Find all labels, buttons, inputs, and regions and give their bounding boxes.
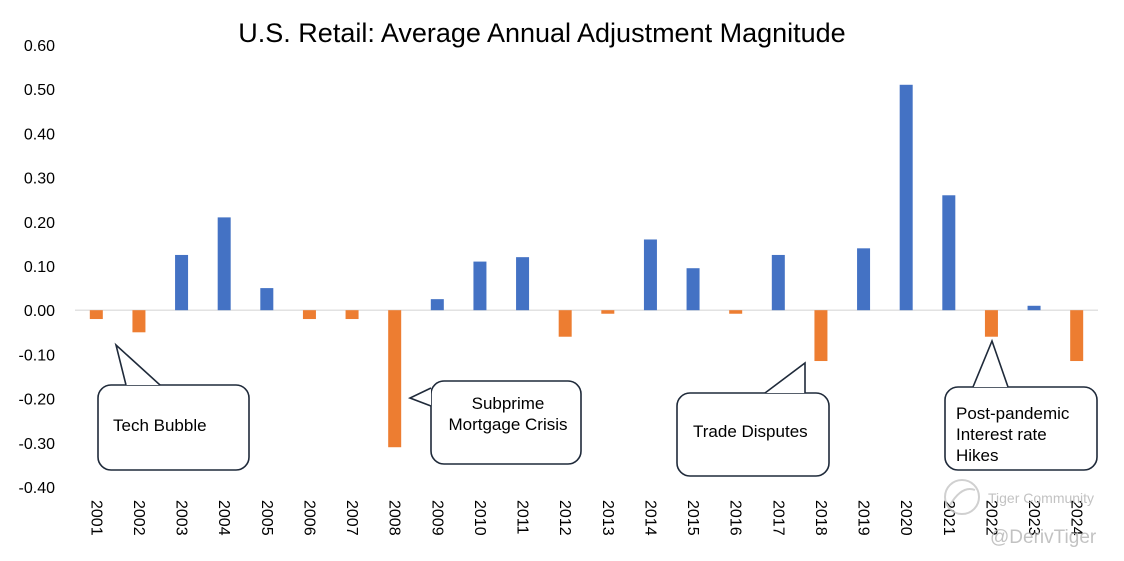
bar-2016 [729,310,743,314]
x-tick-label: 2008 [386,500,403,536]
bar-2004 [217,217,231,311]
y-tick-label: 0.30 [24,171,55,188]
y-tick-label: -0.40 [19,480,56,497]
callout-pointer [764,361,806,394]
callout-text: Hikes [956,446,999,465]
watermark-brand: Tiger Community [988,490,1094,506]
bar-2006 [302,310,316,320]
bar-2015 [686,268,700,311]
y-tick-label: 0.60 [24,38,55,55]
bar-2012 [558,310,572,337]
bar-2017 [771,254,785,311]
x-tick-label: 2013 [599,500,616,536]
x-tick-label: 2021 [940,500,957,536]
callout-2001: Tech Bubble [97,342,250,471]
x-tick-label: 2015 [684,500,701,536]
bar-2022 [984,310,998,337]
callout-pointer [972,338,1009,388]
bar-2021 [942,195,956,311]
x-tick-label: 2011 [514,500,531,535]
callout-pointer [407,387,432,407]
bar-2007 [345,310,359,320]
x-tick-label: 2024 [1068,500,1085,536]
bars [89,84,1084,448]
tiger-logo-stroke [949,488,976,506]
x-tick-label: 2006 [300,500,317,536]
bar-2003 [175,254,189,311]
callout-text: Interest rate [956,425,1047,444]
chart-title: U.S. Retail: Average Annual Adjustment M… [238,18,845,48]
y-tick-label: 0.00 [24,303,55,320]
bar-2020 [899,84,913,311]
callout-text: Post-pandemic [956,404,1070,423]
x-tick-label: 2003 [173,500,190,536]
callout-box [944,386,1098,471]
x-tick-label: 2010 [471,500,488,536]
callout-text: Trade Disputes [693,422,808,441]
callout-2008: Subprime Mortgage Crisis [407,380,582,465]
bar-2001 [89,310,103,320]
bar-2010 [473,261,487,311]
bar-2019 [857,248,871,311]
callout-box [97,384,250,471]
bar-2018 [814,310,828,362]
y-tick-label: 0.10 [24,259,55,276]
x-tick-label: 2005 [258,500,275,536]
x-tick-label: 2004 [215,500,232,536]
watermark: Tiger Community @DerivTiger [944,479,1097,548]
callout-box [430,380,582,465]
bar-2023 [1027,305,1041,311]
x-tick-label: 2014 [641,500,658,536]
y-tick-label: 0.20 [24,215,55,232]
tiger-logo-icon [944,479,980,515]
bar-2009 [430,299,444,311]
y-axis: 0.60 0.50 0.40 0.30 0.20 0.10 0.00 -0.10 -0.20 -0… [19,38,56,497]
x-tick-label: 2023 [1025,500,1042,536]
x-tick-label: 2018 [812,500,829,536]
bar-2024 [1070,310,1084,362]
callout-2022: Post-pandemic Interest rate Hikes [944,338,1098,471]
bar-2002 [132,310,146,333]
x-tick-label: 2017 [769,500,786,536]
callout-2018: Trade Disputes [676,361,830,477]
y-tick-label: 0.40 [24,126,55,143]
y-tick-label: -0.10 [19,347,56,364]
watermark-handle: @DerivTiger [990,527,1097,548]
x-tick-label: 2007 [343,500,360,536]
x-tick-label: 2001 [87,500,104,536]
callout-box [676,392,830,477]
y-tick-label: 0.50 [24,82,55,99]
x-tick-label: 2002 [130,500,147,536]
bar-2008 [388,310,402,448]
x-tick-label: 2020 [897,500,914,536]
callout-text: Mortgage Crisis [448,415,567,434]
x-axis: 2001 2002 2003 2004 2005 2006 2007 2008 2009 2010… [87,500,1084,536]
bar-2011 [516,257,530,311]
x-tick-label: 2009 [428,500,445,536]
y-tick-label: -0.20 [19,392,56,409]
callouts: Tech Bubble Subprime Mortgage Crisis Trade … [97,338,1098,477]
bar-2014 [643,239,657,311]
y-tick-label: -0.30 [19,436,56,453]
bar-2005 [260,288,274,311]
x-tick-label: 2012 [556,500,573,536]
x-tick-label: 2022 [982,500,999,536]
callout-pointer [114,342,161,386]
x-tick-label: 2016 [727,500,744,536]
x-tick-label: 2019 [855,500,872,536]
callout-text: Tech Bubble [113,416,207,435]
bar-2013 [601,310,615,314]
callout-text: Subprime [472,394,545,413]
